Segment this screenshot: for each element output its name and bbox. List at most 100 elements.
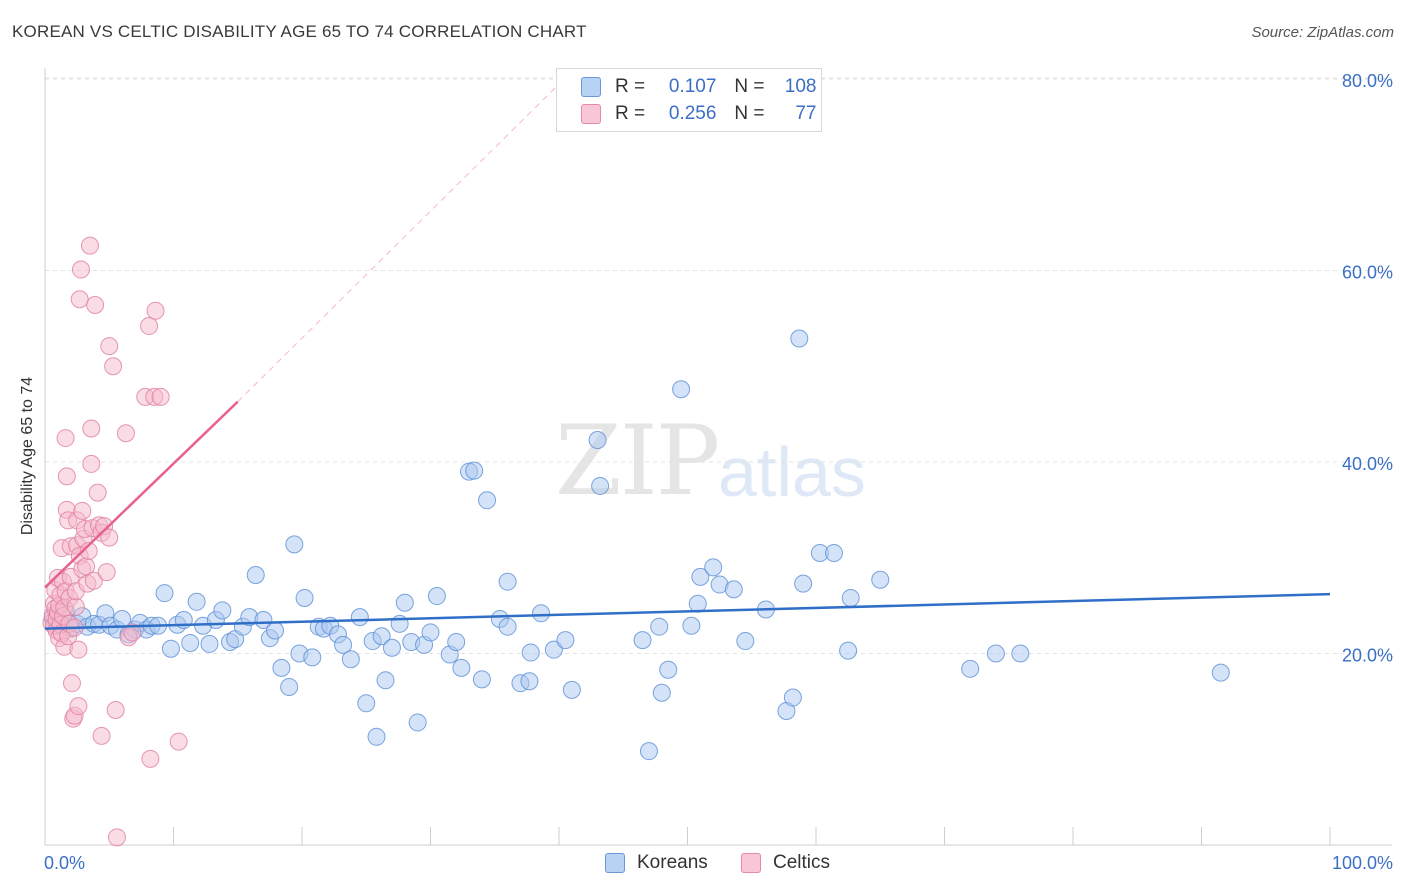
korean-point <box>633 631 652 650</box>
korean-point <box>254 610 273 629</box>
korean-point <box>783 688 802 707</box>
korean-point <box>427 587 446 606</box>
chart-title: KOREAN VS CELTIC DISABILITY AGE 65 TO 74… <box>12 22 587 41</box>
celtic-point <box>73 501 92 520</box>
korean-point <box>1011 644 1030 663</box>
korean-point <box>285 535 304 554</box>
stats-legend: R = 0.107 N = 108 R = 0.256 N = 77 <box>556 68 822 132</box>
korean-point <box>704 558 723 577</box>
legend-r-value: 0.256 <box>668 103 717 124</box>
korean-point <box>421 623 440 642</box>
celtic-point <box>141 749 160 768</box>
korean-point <box>794 574 813 593</box>
korean-point <box>155 584 174 603</box>
korean-point <box>246 565 265 584</box>
x-tick-label: 100.0% <box>1332 853 1393 873</box>
celtic-point <box>104 357 123 376</box>
korean-point <box>736 632 755 651</box>
korean-point <box>266 621 285 640</box>
celtic-point <box>69 640 88 659</box>
korean-point <box>213 601 232 620</box>
korean-point <box>367 727 386 746</box>
celtic-point <box>57 467 76 486</box>
celtic-point <box>97 563 116 582</box>
celtic-point <box>82 454 101 473</box>
celtic-point <box>151 387 170 406</box>
korean-point <box>672 380 691 399</box>
celtics-swatch <box>741 853 761 873</box>
korean-point <box>350 608 369 627</box>
korean-point <box>452 658 471 677</box>
korean-point <box>472 670 491 689</box>
y-tick-label: 40.0% <box>1342 454 1393 474</box>
celtic-point <box>84 571 103 590</box>
korean-point <box>841 588 860 607</box>
celtic-point <box>100 337 119 356</box>
legend-row-koreans: R = 0.107 N = 108 <box>581 75 817 99</box>
celtic-point <box>71 260 90 279</box>
korean-point <box>382 638 401 657</box>
korean-point <box>447 633 466 652</box>
korean-point <box>295 588 314 607</box>
legend-n-value: 77 <box>795 103 817 124</box>
korean-point <box>691 567 710 586</box>
celtic-point <box>79 542 98 561</box>
korean-point <box>498 572 517 591</box>
korean-point <box>187 592 206 611</box>
series-legend-koreans: Koreans <box>605 852 708 874</box>
celtic-trend-extension <box>237 78 565 403</box>
korean-point <box>521 643 540 662</box>
korean-point <box>1211 663 1230 682</box>
korean-point <box>544 640 563 659</box>
celtic-trend-line <box>44 400 239 589</box>
korean-point <box>334 635 353 654</box>
legend-r-value: 0.107 <box>668 76 717 97</box>
celtic-point <box>82 419 101 438</box>
celtic-point <box>107 828 126 847</box>
korean-point <box>465 461 484 480</box>
celtics-label: Celtics <box>773 852 831 873</box>
korean-point <box>591 476 610 495</box>
korean-point <box>478 491 497 510</box>
celtic-point <box>80 236 99 255</box>
celtic-point <box>62 674 81 693</box>
korean-point <box>650 617 669 636</box>
korean-point <box>408 713 427 732</box>
legend-swatch-celtics <box>581 104 601 124</box>
legend-n-label: N = <box>734 76 765 97</box>
series-legend-celtics: Celtics <box>741 852 830 874</box>
koreans-swatch <box>605 853 625 873</box>
celtic-point <box>70 290 89 309</box>
korean-point <box>376 671 395 690</box>
korean-point <box>303 648 322 667</box>
korean-point <box>986 644 1005 663</box>
korean-point <box>498 617 517 636</box>
korean-point <box>588 430 607 449</box>
korean-point <box>280 678 299 697</box>
korean-point <box>682 616 701 635</box>
korean-point <box>161 639 180 658</box>
koreans-label: Koreans <box>637 852 708 873</box>
celtic-point <box>69 697 88 716</box>
korean-point <box>357 694 376 713</box>
source-note: Source: ZipAtlas.com <box>1251 24 1394 41</box>
celtic-point <box>56 429 75 448</box>
celtic-point <box>146 301 165 320</box>
celtic-point <box>123 623 142 642</box>
legend-row-celtics: R = 0.256 N = 77 <box>581 102 817 126</box>
y-tick-label: 80.0% <box>1342 71 1393 91</box>
y-tick-label: 60.0% <box>1342 263 1393 283</box>
celtic-point <box>100 528 119 547</box>
korean-point <box>272 658 291 677</box>
celtic-point <box>66 597 85 616</box>
legend-n-label: N = <box>734 103 765 124</box>
legend-r-label: R = <box>615 103 646 124</box>
celtic-point <box>116 424 135 443</box>
celtic-point <box>169 732 188 751</box>
korean-point <box>839 641 858 660</box>
celtic-point <box>88 483 107 502</box>
korean-point <box>200 634 219 653</box>
korean-point <box>824 543 843 562</box>
korean-point <box>652 683 671 702</box>
